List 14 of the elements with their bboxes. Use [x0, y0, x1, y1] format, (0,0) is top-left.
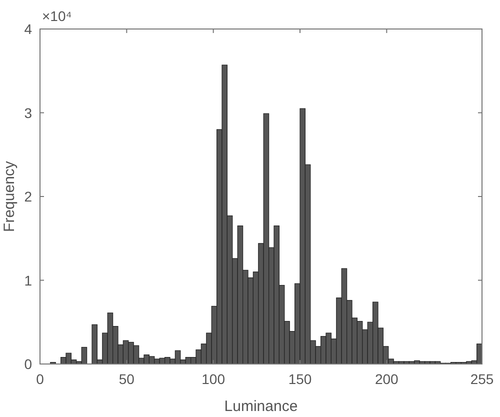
- text: ×10⁴: [42, 8, 72, 24]
- x-axis-title: Luminance: [224, 398, 298, 415]
- y-axis-title: Frequency: [1, 160, 18, 232]
- x-tick-label: 200: [374, 371, 399, 387]
- y-tick-label: 3: [24, 104, 32, 121]
- y-tick-label: 4: [24, 21, 32, 37]
- x-tick-label: 150: [288, 371, 312, 387]
- x-tick-label: 50: [118, 371, 135, 387]
- x-tick-label: 255: [470, 371, 494, 387]
- y-tick-label: 0: [24, 356, 32, 372]
- x-tick-label: 100: [202, 371, 226, 387]
- x-tick-label: 0: [36, 371, 44, 387]
- y-tick-label: 1: [24, 272, 32, 288]
- y-tick-label: 2: [24, 188, 32, 204]
